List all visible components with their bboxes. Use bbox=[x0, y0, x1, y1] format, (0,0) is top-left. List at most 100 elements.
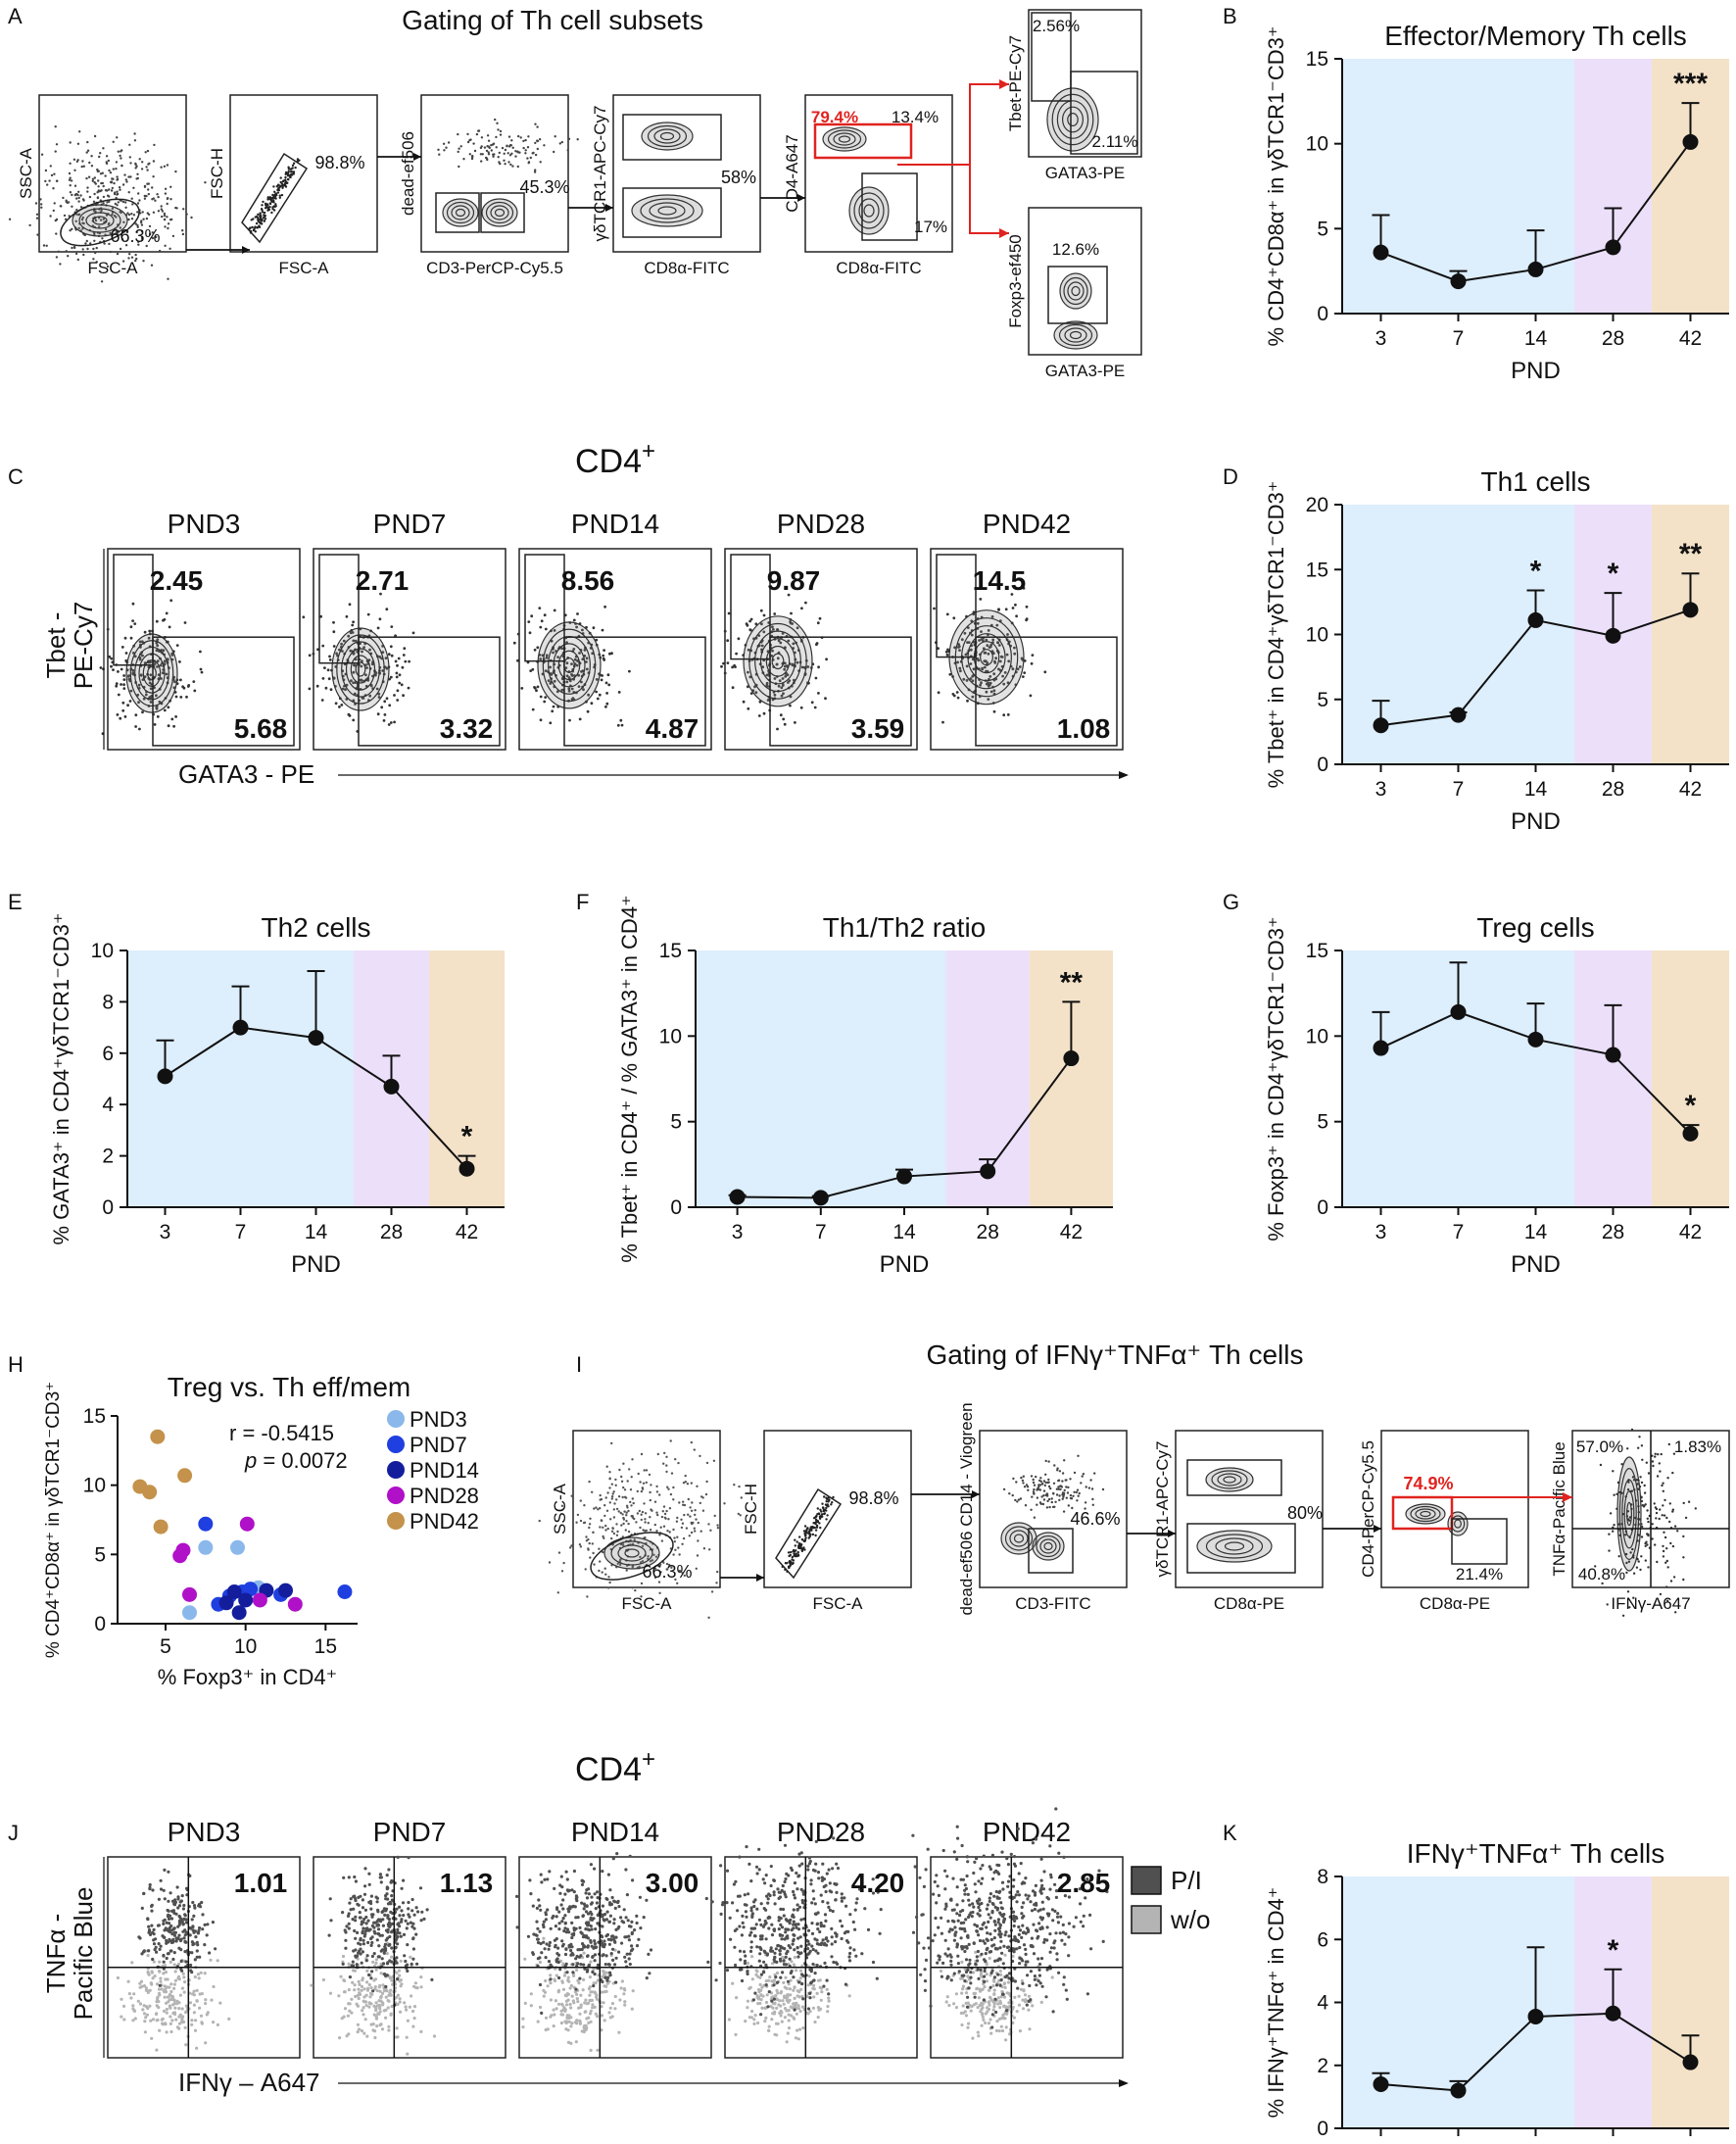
event-dot bbox=[366, 1940, 370, 1945]
event-dot bbox=[396, 1993, 400, 1997]
event-dot bbox=[55, 232, 58, 235]
event-dot bbox=[848, 1913, 852, 1917]
event-dot bbox=[59, 263, 62, 266]
event-dot bbox=[120, 683, 122, 686]
gate-value: 17% bbox=[914, 218, 947, 236]
event-dot bbox=[564, 1962, 568, 1966]
event-dot bbox=[177, 1914, 181, 1919]
event-dot bbox=[544, 1913, 549, 1917]
event-dot bbox=[796, 1989, 799, 1993]
event-dot bbox=[1054, 1931, 1058, 1935]
event-dot bbox=[93, 231, 96, 235]
event-dot bbox=[205, 1933, 209, 1937]
event-dot bbox=[197, 1928, 201, 1932]
event-dot bbox=[352, 620, 355, 624]
event-dot bbox=[540, 2011, 544, 2015]
contour bbox=[72, 204, 128, 237]
event-dot bbox=[121, 238, 124, 241]
event-dot bbox=[813, 1972, 817, 1975]
event-dot bbox=[122, 2018, 126, 2022]
event-dot bbox=[509, 163, 512, 167]
event-dot bbox=[263, 219, 266, 222]
event-dot bbox=[379, 1880, 383, 1884]
event-dot bbox=[156, 715, 160, 718]
event-dot bbox=[616, 723, 620, 727]
event-dot bbox=[631, 1878, 635, 1882]
event-dot bbox=[340, 2017, 344, 2021]
event-dot bbox=[818, 2007, 823, 2011]
event-dot bbox=[162, 649, 166, 653]
event-dot bbox=[81, 248, 84, 251]
event-dot bbox=[148, 629, 152, 633]
event-dot bbox=[573, 1990, 578, 1994]
event-dot bbox=[969, 1975, 973, 1979]
event-dot bbox=[1031, 2004, 1035, 2008]
event-dot bbox=[1006, 1884, 1010, 1888]
data-point bbox=[1450, 707, 1467, 723]
event-dot bbox=[151, 231, 154, 234]
event-dot bbox=[604, 681, 608, 685]
event-dot bbox=[54, 219, 57, 222]
event-dot bbox=[344, 1946, 348, 1950]
event-dot bbox=[204, 2002, 208, 2006]
event-dot bbox=[635, 1914, 639, 1918]
event-dot bbox=[605, 702, 609, 706]
event-dot bbox=[726, 661, 730, 664]
event-dot bbox=[545, 656, 549, 659]
event-dot bbox=[635, 1944, 640, 1948]
event-dot bbox=[819, 1998, 823, 2002]
event-dot bbox=[1024, 1960, 1028, 1964]
event-dot bbox=[738, 1855, 742, 1859]
event-dot bbox=[558, 1891, 562, 1895]
event-dot bbox=[811, 1947, 815, 1952]
event-dot bbox=[582, 1963, 586, 1967]
axis-title-x: CD8α-FITC bbox=[644, 259, 729, 277]
event-dot bbox=[372, 1978, 376, 1982]
event-dot bbox=[361, 1898, 364, 1902]
event-dot bbox=[1014, 603, 1017, 607]
event-dot bbox=[142, 260, 145, 263]
event-dot bbox=[600, 1915, 604, 1919]
event-dot bbox=[204, 181, 207, 184]
event-dot bbox=[741, 1921, 745, 1925]
event-dot bbox=[1043, 670, 1047, 674]
contour bbox=[659, 131, 675, 141]
event-dot bbox=[778, 1957, 783, 1961]
event-dot bbox=[571, 1999, 575, 2003]
event-dot bbox=[138, 199, 141, 202]
event-dot bbox=[985, 1963, 989, 1967]
event-dot bbox=[516, 150, 519, 153]
event-dot bbox=[796, 1903, 799, 1907]
event-dot bbox=[125, 230, 129, 234]
event-dot bbox=[1004, 2025, 1008, 2029]
event-dot bbox=[374, 673, 377, 677]
event-dot bbox=[374, 1958, 378, 1962]
event-dot bbox=[109, 231, 112, 235]
event-dot bbox=[589, 1940, 593, 1944]
event-dot bbox=[195, 1999, 199, 2003]
event-dot bbox=[398, 1925, 402, 1928]
event-dot bbox=[606, 1963, 611, 1967]
event-dot bbox=[497, 128, 500, 131]
event-dot bbox=[123, 173, 126, 176]
event-dot bbox=[69, 184, 72, 187]
event-dot bbox=[161, 671, 165, 675]
event-dot bbox=[549, 1977, 553, 1981]
event-dot bbox=[127, 218, 130, 221]
event-dot bbox=[157, 195, 160, 199]
event-dot bbox=[587, 693, 590, 697]
event-dot bbox=[526, 1934, 531, 1938]
event-dot bbox=[466, 132, 469, 136]
event-dot bbox=[381, 1924, 385, 1927]
event-dot bbox=[108, 655, 112, 658]
event-dot bbox=[731, 1981, 735, 1985]
event-dot bbox=[756, 2021, 760, 2025]
event-dot bbox=[148, 2004, 152, 2008]
panel-letter-G: G bbox=[1223, 890, 1239, 914]
event-dot bbox=[962, 1921, 966, 1925]
event-dot bbox=[812, 1983, 816, 1987]
event-dot bbox=[130, 1961, 134, 1965]
event-dot bbox=[396, 663, 399, 667]
event-dot bbox=[77, 190, 80, 193]
event-dot bbox=[1015, 1900, 1019, 1904]
